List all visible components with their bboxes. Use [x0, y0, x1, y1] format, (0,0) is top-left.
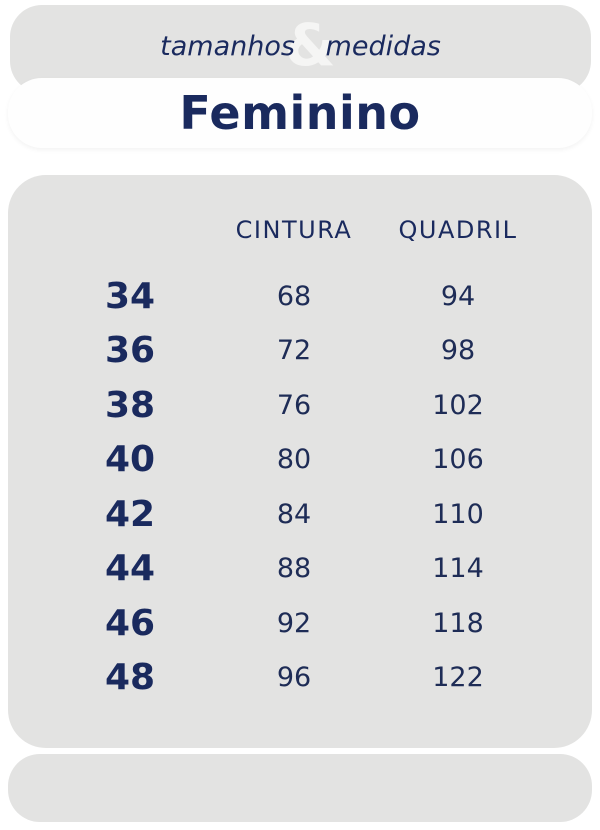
- size-guide-page: tamanhos & medidas Feminino CINTURA QUAD…: [0, 5, 600, 830]
- cintura-cell: 68: [276, 280, 312, 312]
- table-row: 34 68 94: [48, 269, 540, 324]
- section-title-card: Feminino: [8, 78, 592, 148]
- cintura-cell: 88: [276, 553, 312, 585]
- ampersand-glyph: &: [284, 11, 336, 79]
- table-row: 38 76 102: [48, 378, 540, 433]
- table-row: 48 96 122: [48, 651, 540, 706]
- table-body: 34 68 94 36 72 98 38 76 102 40 80 106 42: [48, 269, 540, 705]
- table-row: 44 88 114: [48, 542, 540, 597]
- size-cell: 36: [104, 330, 156, 372]
- cintura-cell: 80: [276, 444, 312, 476]
- cintura-cell: 72: [276, 335, 312, 367]
- quadril-cell: 122: [432, 662, 484, 694]
- quadril-cell: 110: [432, 498, 484, 530]
- size-cell: 40: [104, 439, 156, 481]
- quadril-cell: 118: [432, 607, 484, 639]
- cintura-cell: 84: [276, 498, 312, 530]
- footer-band: [8, 754, 592, 822]
- header-cell-cintura: CINTURA: [235, 216, 353, 244]
- size-cell: 34: [104, 275, 156, 317]
- size-cell: 44: [104, 548, 156, 590]
- section-title: Feminino: [179, 86, 421, 140]
- tagline: tamanhos & medidas: [160, 11, 441, 79]
- cintura-cell: 92: [276, 607, 312, 639]
- quadril-cell: 102: [432, 389, 484, 421]
- cintura-cell: 96: [276, 662, 312, 694]
- size-cell: 46: [104, 602, 156, 644]
- cintura-cell: 76: [276, 389, 312, 421]
- tagline-word-medidas: medidas: [325, 31, 441, 62]
- table-header-row: CINTURA QUADRIL: [48, 215, 540, 245]
- table-row: 46 92 118: [48, 596, 540, 651]
- table-row: 42 84 110: [48, 487, 540, 542]
- size-cell: 48: [104, 657, 156, 699]
- size-cell: 42: [104, 493, 156, 535]
- size-cell: 38: [104, 384, 156, 426]
- quadril-cell: 98: [440, 335, 476, 367]
- size-table-card: CINTURA QUADRIL 34 68 94 36 72 98 38 76 …: [8, 175, 592, 748]
- quadril-cell: 94: [440, 280, 476, 312]
- tagline-word-tamanhos: tamanhos: [160, 31, 295, 62]
- table-row: 40 80 106: [48, 433, 540, 488]
- quadril-cell: 106: [432, 444, 484, 476]
- table-row: 36 72 98: [48, 324, 540, 379]
- quadril-cell: 114: [432, 553, 484, 585]
- header-cell-quadril: QUADRIL: [398, 216, 518, 244]
